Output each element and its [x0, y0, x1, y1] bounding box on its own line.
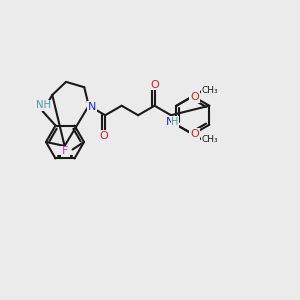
Text: CH₃: CH₃ — [201, 86, 218, 95]
Text: O: O — [150, 80, 159, 90]
Text: O: O — [190, 129, 199, 139]
Text: H: H — [171, 117, 179, 127]
Text: O: O — [190, 92, 199, 102]
Text: N: N — [88, 102, 96, 112]
Text: O: O — [100, 131, 109, 141]
Text: N: N — [166, 117, 174, 127]
Text: CH₃: CH₃ — [201, 135, 218, 144]
Text: NH: NH — [36, 100, 51, 110]
Text: F: F — [62, 146, 69, 157]
